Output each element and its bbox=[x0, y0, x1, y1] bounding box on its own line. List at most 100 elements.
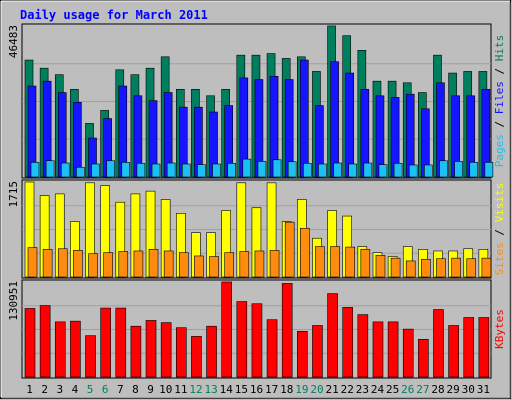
bar-pages-day-10 bbox=[166, 162, 176, 178]
bar-sites-day-30 bbox=[466, 258, 477, 278]
bar-sites-day-18 bbox=[284, 221, 295, 278]
bar-sites-day-11 bbox=[178, 252, 189, 278]
bar-sites-day-29 bbox=[451, 257, 461, 278]
bar-pages-day-22 bbox=[348, 163, 358, 178]
x-tick-label-31: 31 bbox=[477, 383, 490, 396]
bar-kbytes-day-4 bbox=[70, 320, 81, 378]
x-tick-label-25: 25 bbox=[386, 383, 399, 396]
x-tick-label-4: 4 bbox=[72, 383, 79, 396]
legend-separator: / bbox=[493, 61, 506, 81]
legend-label: Pages / Files / Hits bbox=[493, 35, 506, 168]
max-value-label: 1715 bbox=[7, 181, 20, 208]
legend-visits: Visits bbox=[493, 183, 506, 223]
bar-sites-day-27 bbox=[421, 258, 431, 278]
x-tick-label-23: 23 bbox=[356, 383, 369, 396]
bar-pages-day-2 bbox=[45, 160, 55, 178]
bar-pages-day-24 bbox=[378, 164, 388, 178]
legend-separator: / bbox=[493, 114, 506, 134]
bar-files-day-22 bbox=[345, 72, 355, 178]
bar-pages-day-9 bbox=[151, 163, 161, 178]
bar-pages-day-15 bbox=[242, 158, 252, 178]
x-tick-label-12: 12 bbox=[189, 383, 202, 396]
bar-files-day-19 bbox=[300, 59, 309, 178]
bar-sites-day-20 bbox=[315, 246, 325, 278]
bar-sites-day-28 bbox=[436, 258, 446, 278]
bar-pages-day-18 bbox=[287, 161, 297, 178]
bar-kbytes-day-19 bbox=[297, 330, 308, 378]
bar-kbytes-day-3 bbox=[54, 321, 66, 378]
bar-sites-day-8 bbox=[133, 250, 144, 278]
x-tick-label-5: 5 bbox=[87, 383, 94, 396]
bar-sites-day-13 bbox=[209, 256, 219, 278]
bar-sites-day-9 bbox=[148, 249, 159, 278]
bar-pages-day-28 bbox=[439, 160, 448, 178]
x-tick-label-6: 6 bbox=[102, 383, 109, 396]
bar-kbytes-day-27 bbox=[418, 338, 429, 378]
bar-kbytes-day-23 bbox=[357, 314, 369, 378]
bar-pages-day-8 bbox=[136, 163, 146, 178]
bar-kbytes-day-2 bbox=[39, 305, 51, 378]
bar-kbytes-day-13 bbox=[206, 325, 217, 378]
bar-pages-day-21 bbox=[333, 162, 342, 178]
bar-kbytes-day-26 bbox=[402, 328, 414, 378]
x-tick-label-30: 30 bbox=[462, 383, 475, 396]
bar-sites-day-17 bbox=[269, 250, 280, 278]
x-tick-label-14: 14 bbox=[220, 383, 234, 396]
bar-sites-day-14 bbox=[224, 252, 234, 278]
legend-files: Files bbox=[493, 81, 506, 114]
bar-kbytes-day-5 bbox=[85, 335, 96, 378]
bar-files-day-21 bbox=[330, 61, 339, 178]
panel-hits-files-pages: 46483 Pages / Files / Hits bbox=[7, 23, 506, 179]
bar-kbytes-day-28 bbox=[433, 309, 444, 378]
max-value-label: 46483 bbox=[7, 25, 20, 58]
legend-label: KBytes bbox=[493, 309, 506, 349]
bar-kbytes-day-20 bbox=[312, 325, 323, 378]
bar-sites-day-21 bbox=[330, 246, 340, 278]
bar-kbytes-day-29 bbox=[448, 325, 459, 378]
bar-kbytes-day-24 bbox=[372, 321, 384, 378]
legend-sites: Sites bbox=[493, 242, 506, 275]
bar-pages-day-27 bbox=[424, 164, 433, 178]
legend-hits: Hits bbox=[493, 35, 506, 62]
bar-kbytes-day-8 bbox=[130, 325, 142, 378]
bar-sites-day-12 bbox=[194, 255, 204, 278]
bar-sites-day-7 bbox=[118, 251, 129, 278]
x-tick-label-10: 10 bbox=[159, 383, 172, 396]
bar-pages-day-23 bbox=[363, 162, 373, 178]
bar-pages-day-11 bbox=[181, 163, 191, 178]
bar-kbytes-day-1 bbox=[24, 308, 36, 378]
bar-pages-day-3 bbox=[60, 162, 70, 178]
max-value-label: 130951 bbox=[7, 281, 20, 321]
x-tick-label-26: 26 bbox=[401, 383, 414, 396]
x-tick-label-21: 21 bbox=[326, 383, 339, 396]
bar-pages-day-14 bbox=[227, 163, 236, 178]
bar-pages-day-13 bbox=[212, 163, 221, 178]
bar-kbytes-day-12 bbox=[191, 336, 202, 378]
bar-sites-day-5 bbox=[88, 253, 98, 278]
bar-sites-day-26 bbox=[405, 260, 416, 278]
legend-label: Sites / Visits bbox=[493, 183, 506, 276]
x-tick-label-3: 3 bbox=[57, 383, 64, 396]
bar-pages-day-26 bbox=[408, 164, 418, 178]
bar-sites-day-22 bbox=[345, 246, 356, 278]
bar-sites-day-16 bbox=[254, 250, 265, 278]
x-tick-label-1: 1 bbox=[26, 383, 33, 396]
bar-pages-day-12 bbox=[197, 164, 206, 178]
bar-kbytes-day-30 bbox=[463, 317, 475, 378]
bar-kbytes-day-22 bbox=[342, 307, 354, 378]
bar-pages-day-7 bbox=[121, 162, 131, 178]
bar-kbytes-day-25 bbox=[387, 321, 399, 378]
x-tick-label-24: 24 bbox=[371, 383, 385, 396]
bar-kbytes-day-15 bbox=[236, 301, 248, 378]
bar-sites-day-24 bbox=[375, 255, 386, 278]
x-tick-label-8: 8 bbox=[132, 383, 139, 396]
x-tick-label-7: 7 bbox=[117, 383, 124, 396]
bar-kbytes-day-18 bbox=[281, 283, 293, 378]
x-tick-label-9: 9 bbox=[147, 383, 154, 396]
bar-kbytes-day-21 bbox=[327, 293, 338, 378]
panel-visits-sites: 1715 Sites / Visits bbox=[7, 179, 506, 279]
chart-title: Daily usage for March 2011 bbox=[20, 8, 208, 22]
bar-kbytes-day-14 bbox=[221, 281, 232, 378]
bar-kbytes-day-7 bbox=[115, 307, 127, 378]
bar-pages-day-20 bbox=[318, 163, 327, 178]
